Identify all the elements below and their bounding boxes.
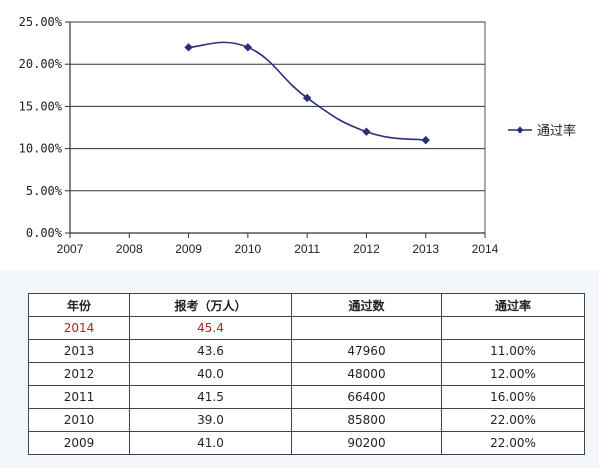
cell-applicants: 41.5: [129, 385, 292, 409]
data-point-marker: [362, 127, 371, 136]
cell-applicants: 40.0: [129, 362, 292, 386]
table-header-row: 年份 报考（万人） 通过数 通过率: [28, 293, 585, 317]
cell-year: 2010: [28, 408, 130, 432]
data-point-marker: [243, 43, 253, 52]
cell-passed: [291, 316, 442, 340]
table-row: 2013 43.6 47960 11.00%: [28, 339, 585, 363]
cell-year: 2013: [28, 339, 130, 363]
x-tick-label: 2014: [472, 242, 499, 256]
x-tick-label: 2010: [235, 242, 262, 256]
cell-passed: 66400: [291, 385, 442, 409]
cell-pass-rate: 11.00%: [441, 339, 585, 363]
table-row: 2014 45.4: [28, 316, 585, 340]
grid-layer: [69, 21, 486, 234]
table-row: 2010 39.0 85800 22.00%: [28, 408, 585, 432]
x-tick-label: 2011: [294, 242, 320, 256]
x-tick-label: 2008: [116, 242, 143, 256]
cell-pass-rate: 12.00%: [441, 362, 585, 386]
cell-year: 2011: [28, 385, 130, 409]
series-layer: [184, 41, 430, 145]
x-tick-label: 2007: [57, 242, 84, 256]
cell-pass-rate: 16.00%: [441, 385, 585, 409]
x-tick-label: 2012: [353, 242, 380, 256]
cell-passed: 90200: [291, 431, 442, 455]
axis-layer: 0.00% 5.00% 10.00% 15.00% 20.00% 25.00% 2007 20…: [19, 15, 499, 256]
cell-applicants: 41.0: [129, 431, 292, 455]
header-passed: 通过数: [291, 293, 442, 317]
y-tick-label: 15.00%: [19, 99, 63, 113]
cell-passed: 47960: [291, 339, 442, 363]
header-year: 年份: [28, 293, 130, 317]
pass-rate-chart: 0.00% 5.00% 10.00% 15.00% 20.00% 25.00% 2007 20…: [19, 15, 576, 256]
table-row: 2009 41.0 90200 22.00%: [28, 431, 585, 455]
legend-label: 通过率: [537, 123, 576, 139]
cell-pass-rate: 22.00%: [441, 408, 585, 432]
legend: 通过率: [508, 123, 576, 139]
data-point-marker: [184, 43, 193, 52]
cell-pass-rate: [441, 316, 585, 340]
data-point-marker: [302, 93, 312, 103]
cell-passed: 85800: [291, 408, 442, 432]
cell-year: 2014: [28, 316, 130, 340]
plot-frame: [69, 21, 486, 234]
cell-applicants: 43.6: [129, 339, 292, 363]
y-tick-label: 25.00%: [19, 15, 63, 29]
cell-year: 2009: [28, 431, 130, 455]
table-row: 2012 40.0 48000 12.00%: [28, 362, 585, 386]
y-tick-label: 0.00%: [26, 226, 63, 240]
data-point-marker: [421, 135, 430, 145]
table-row: 2011 41.5 66400 16.00%: [28, 385, 585, 409]
cell-applicants: 39.0: [129, 408, 292, 432]
cell-pass-rate: 22.00%: [441, 431, 585, 455]
cell-passed: 48000: [291, 362, 442, 386]
y-tick-label: 5.00%: [26, 184, 63, 198]
exam-stats-table: 年份 报考（万人） 通过数 通过率 2014 45.4 2013 43.6 47…: [28, 293, 585, 455]
header-pass-rate: 通过率: [441, 293, 585, 317]
x-tick-label: 2009: [175, 242, 202, 256]
y-tick-label: 10.00%: [19, 142, 63, 156]
cell-applicants: 45.4: [129, 316, 292, 340]
legend-marker: [516, 126, 524, 134]
chart-panel: 0.00% 5.00% 10.00% 15.00% 20.00% 25.00% 2007 20…: [18, 15, 577, 256]
y-tick-label: 20.00%: [19, 57, 63, 71]
cell-year: 2012: [28, 362, 130, 386]
x-tick-label: 2013: [412, 242, 439, 256]
header-applicants: 报考（万人）: [129, 293, 292, 317]
